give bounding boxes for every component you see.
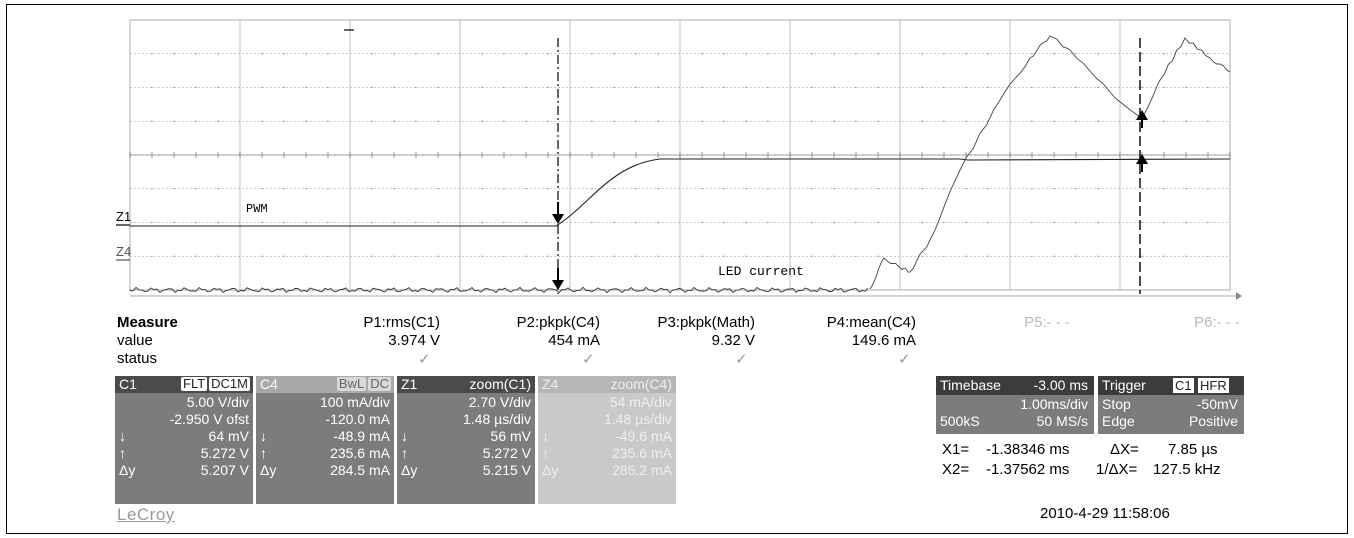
p4-label[interactable]: P4:mean(C4) xyxy=(826,314,916,331)
c4-vdiv: 100 mA/div xyxy=(319,394,390,410)
z4-marker: Z4 xyxy=(116,244,131,259)
datetime-stamp: 2010-4-29 11:58:06 xyxy=(1040,505,1170,522)
cursor-dx-label: ΔX= xyxy=(1110,441,1139,458)
z4-up-value: 235.6 mA xyxy=(612,445,672,461)
p1-status-check: ✓ xyxy=(418,351,431,368)
p1-label[interactable]: P1:rms(C1) xyxy=(363,314,440,331)
c4-up-value: 235.6 mA xyxy=(330,445,390,461)
c4-dy-value: 284.5 mA xyxy=(330,462,390,478)
lecroy-logo: LeCroy xyxy=(117,505,175,524)
timebase-tdiv: 1.00ms/div xyxy=(1020,396,1088,412)
c1-up-icon: ↑ xyxy=(119,445,126,461)
graticule xyxy=(129,19,1231,291)
cursor-x2-label: X2= xyxy=(942,461,970,478)
trigger-box[interactable]: Trigger C1 HFR Stop -50mV Edge Positive xyxy=(1098,376,1244,434)
p2-status-check: ✓ xyxy=(582,351,595,368)
z1-up-value: 5.272 V xyxy=(482,445,531,461)
c1-vdiv: 5.00 V/div xyxy=(186,394,249,410)
z1-vdiv: 2.70 V/div xyxy=(468,394,531,410)
z1-marker: Z1 xyxy=(116,209,131,224)
cursor-inv-label: 1/ΔX= xyxy=(1096,461,1138,478)
cursor-x1-value: -1.38346 ms xyxy=(986,441,1070,458)
c4-coupling-tag: DC xyxy=(368,376,391,391)
z4-dy-value: 285.2 mA xyxy=(612,462,672,478)
c1-down-icon: ↓ xyxy=(119,428,126,444)
cursor-x2-value: -1.37562 ms xyxy=(986,461,1070,478)
c4-offset: -120.0 mA xyxy=(325,411,390,427)
z4-dy-label: Δy xyxy=(542,462,559,478)
p3-status-check: ✓ xyxy=(735,351,748,368)
pwm-label: PWM xyxy=(246,202,268,216)
p3-value: 9.32 V xyxy=(711,332,755,349)
timebase-samples: 500kS xyxy=(940,413,980,429)
trigger-hfr-tag: HFR xyxy=(1198,378,1229,393)
c4-dy-label: Δy xyxy=(260,462,277,478)
waveform-display[interactable]: Z1 Z4 PWM LED current xyxy=(0,0,1354,310)
c4-name: C4 xyxy=(260,376,278,392)
p2-value: 454 mA xyxy=(548,332,600,349)
led-current-label: LED current xyxy=(718,264,804,279)
z1-down-icon: ↓ xyxy=(401,428,408,444)
trigger-state: Stop xyxy=(1102,396,1131,412)
trigger-type: Edge xyxy=(1102,413,1135,429)
c4-down-value: -48.9 mA xyxy=(333,428,390,444)
zoom-z1-box[interactable]: Z1 zoom(C1) 2.70 V/div 1.48 µs/div ↓ 56 mV… xyxy=(397,376,535,504)
triangle-trace xyxy=(869,35,1231,290)
z1-dy-label: Δy xyxy=(401,462,418,478)
p5-label[interactable]: P5:- - - xyxy=(1024,314,1070,331)
z4-down-icon: ↓ xyxy=(542,428,549,444)
c1-down-value: 64 mV xyxy=(208,428,249,444)
timebase-label: Timebase xyxy=(940,377,1001,393)
c1-filter-tag: FLT xyxy=(181,376,208,391)
timebase-delay: -3.00 ms xyxy=(1033,377,1088,393)
c1-up-value: 5.272 V xyxy=(200,445,249,461)
pwm-trace xyxy=(130,158,1231,227)
p4-status-check: ✓ xyxy=(898,351,911,368)
z1-down-value: 56 mV xyxy=(490,428,531,444)
trigger-slope: Positive xyxy=(1188,413,1238,429)
z4-zoom-source: zoom(C4) xyxy=(610,376,672,392)
zoom-z4-box[interactable]: Z4 zoom(C4) 54 mA/div 1.48 µs/div ↓ -49.6 … xyxy=(538,376,676,504)
p4-value: 149.6 mA xyxy=(851,332,916,349)
z4-vdiv: 54 mA/div xyxy=(609,394,672,410)
trigger-label: Trigger xyxy=(1102,377,1146,393)
p3-label[interactable]: P3:pkpk(Math) xyxy=(657,314,755,331)
p2-label[interactable]: P2:pkpk(C4) xyxy=(516,314,600,331)
measure-row-value: value xyxy=(117,332,153,349)
trigger-level: -50mV xyxy=(1196,396,1238,412)
z1-tdiv: 1.48 µs/div xyxy=(463,411,531,427)
axis-arrow-icon xyxy=(1236,292,1242,300)
c1-dy-label: Δy xyxy=(119,462,136,478)
led-current-trace xyxy=(129,286,869,294)
cursor-dx-value: 7.85 µs xyxy=(1168,441,1218,458)
timebase-rate: 50 MS/s xyxy=(1036,413,1088,429)
channel-c1-box[interactable]: C1 FLT DC1M 5.00 V/div -2.950 V ofst ↓ 64 … xyxy=(115,376,253,504)
z1-dy-value: 5.215 V xyxy=(482,462,531,478)
c4-up-icon: ↑ xyxy=(260,445,267,461)
z4-tdiv: 1.48 µs/div xyxy=(604,411,672,427)
c1-coupling-tag: DC1M xyxy=(209,376,250,391)
trigger-source-tag: C1 xyxy=(1173,378,1194,393)
c4-bwl-tag: BwL xyxy=(336,376,367,391)
measure-title: Measure xyxy=(117,314,178,331)
timebase-box[interactable]: Timebase -3.00 ms 1.00ms/div 500kS 50 MS… xyxy=(936,376,1094,434)
z1-zoom-source: zoom(C1) xyxy=(469,376,531,392)
z4-down-value: -49.6 mA xyxy=(615,428,672,444)
z1-up-icon: ↑ xyxy=(401,445,408,461)
measure-row-status: status xyxy=(117,350,158,367)
cursor-inv-value: 127.5 kHz xyxy=(1153,461,1221,478)
cursor-x1-label: X1= xyxy=(942,441,970,458)
z4-up-icon: ↑ xyxy=(542,445,549,461)
p1-value: 3.974 V xyxy=(388,332,440,349)
graticule-dots xyxy=(151,53,1209,257)
c4-down-icon: ↓ xyxy=(260,428,267,444)
cursor-arrow-icon xyxy=(552,110,1148,290)
channel-c4-box[interactable]: C4 BwL DC 100 mA/div -120.0 mA ↓ -48.9 mA … xyxy=(256,376,394,504)
z4-name: Z4 xyxy=(542,376,559,392)
c1-dy-value: 5.207 V xyxy=(200,462,249,478)
p6-label[interactable]: P6:- - - xyxy=(1194,314,1240,331)
c1-offset: -2.950 V ofst xyxy=(169,411,249,427)
z1-name: Z1 xyxy=(401,376,418,392)
c1-name: C1 xyxy=(119,376,137,392)
